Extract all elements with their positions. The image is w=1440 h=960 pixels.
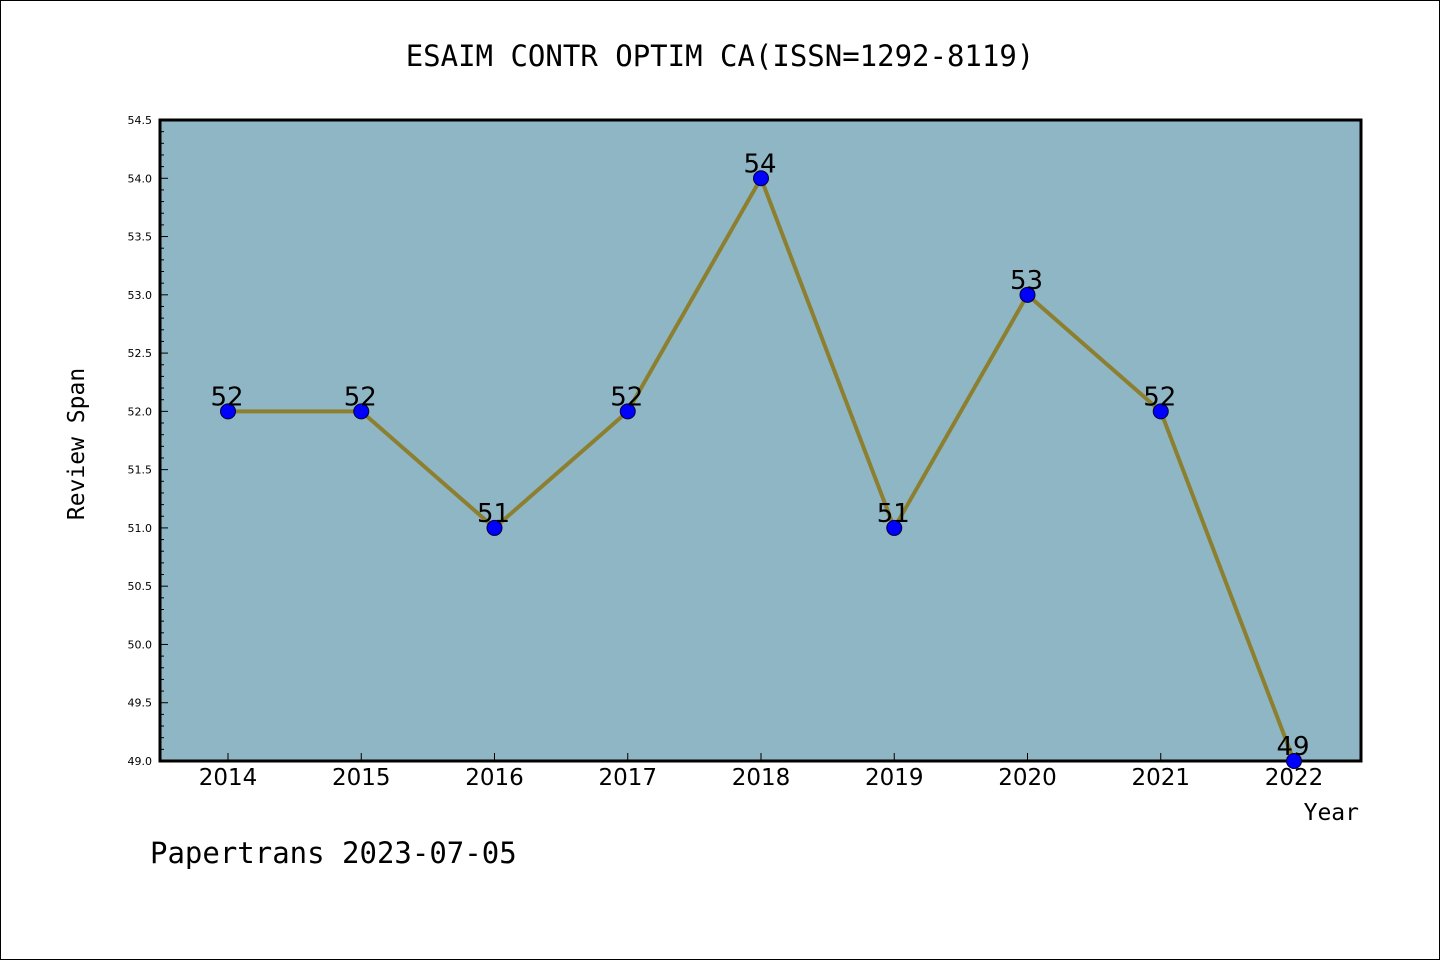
x-tick-label: 2014	[199, 765, 258, 791]
data-point	[1019, 286, 1036, 303]
data-point	[353, 403, 370, 420]
y-tick-label: 49.5	[128, 697, 153, 710]
y-tick-label: 54.0	[128, 172, 153, 185]
y-tick-label: 51.5	[128, 464, 153, 477]
plot-area	[158, 118, 1363, 763]
y-tick-label: 49.0	[128, 755, 153, 768]
data-point	[886, 519, 903, 536]
data-point	[1152, 403, 1169, 420]
y-tick-label: 52.5	[128, 347, 153, 360]
data-label: 51	[477, 499, 510, 529]
y-axis: 49.0 49.5 50.0 50.5 51.0 51.5 52.0 52.5 53.0 53.5…	[128, 114, 168, 768]
data-label: 54	[743, 149, 776, 179]
x-tick-label: 2021	[1131, 765, 1190, 791]
x-tick-label: 2018	[732, 765, 791, 791]
x-tick-label: 2016	[465, 765, 524, 791]
x-tick-label: 2019	[865, 765, 924, 791]
data-point	[486, 519, 503, 536]
y-tick-label: 54.5	[128, 114, 153, 127]
y-tick-label: 50.0	[128, 638, 153, 651]
footer-text: Papertrans 2023-07-05	[150, 836, 517, 870]
data-point	[220, 403, 236, 420]
data-point	[1286, 753, 1302, 769]
y-tick-label: 53.5	[128, 231, 153, 244]
data-label: 49	[1276, 732, 1309, 762]
y-tick-label: 53.0	[128, 289, 153, 302]
data-point	[753, 170, 769, 187]
data-label: 52	[344, 382, 377, 412]
y-tick-label: 51.0	[128, 522, 153, 535]
x-tick-label: 2022	[1265, 765, 1324, 791]
data-label: 52	[1143, 382, 1176, 412]
data-label: 53	[1010, 266, 1043, 296]
data-point	[619, 403, 636, 420]
series-layer: 52 52 51 52 54 51 53 52 49	[210, 149, 1310, 769]
x-axis: 2014 2015 2016 2017 2018 2019 2020 2021 2022	[199, 753, 1324, 791]
y-axis-label: Review Span	[64, 368, 90, 520]
x-tick-label: 2020	[998, 765, 1057, 791]
x-tick-label: 2017	[598, 765, 657, 791]
x-tick-label: 2015	[332, 765, 391, 791]
data-label: 52	[610, 382, 643, 412]
y-tick-label: 52.0	[128, 405, 153, 418]
data-label: 51	[877, 499, 910, 529]
y-tick-label: 50.5	[128, 580, 153, 593]
chart-title: ESAIM CONTR OPTIM CA(ISSN=1292-8119)	[406, 39, 1035, 73]
x-axis-label: Year	[1304, 800, 1359, 826]
data-label: 52	[210, 382, 243, 412]
